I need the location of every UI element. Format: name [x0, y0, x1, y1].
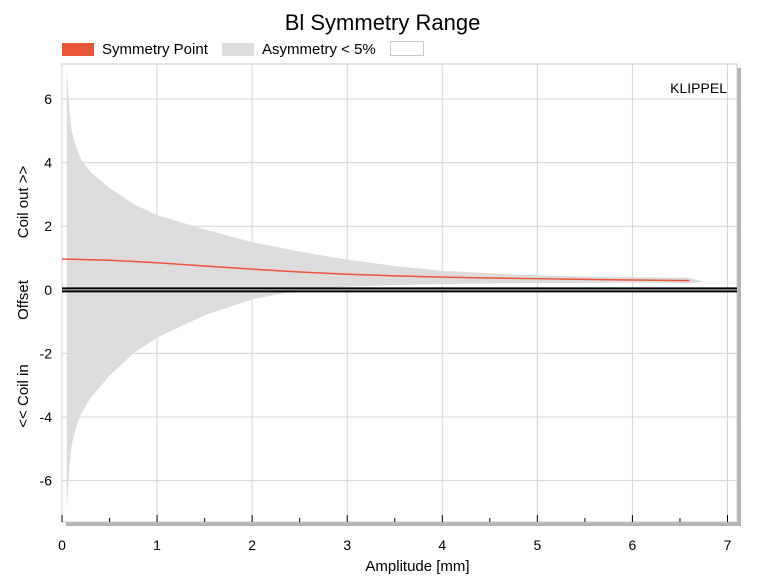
legend-item-asymmetry: Asymmetry < 5% — [222, 40, 376, 58]
x-tick-label: 5 — [533, 537, 541, 553]
x-tick-label: 7 — [724, 537, 732, 553]
x-tick-label: 0 — [58, 537, 66, 553]
chart-title: Bl Symmetry Range — [284, 10, 481, 35]
symmetry-point-line — [61, 258, 690, 282]
series-lines — [61, 258, 737, 293]
klippel-watermark: KLIPPEL — [670, 80, 727, 96]
x-tick-label: 4 — [438, 537, 446, 553]
legend-swatch-symmetry-point — [62, 42, 94, 56]
y-axis-label-coil-in: << Coil in — [15, 364, 32, 427]
legend-swatch-asymmetry — [222, 42, 254, 56]
x-tick-label: 6 — [629, 537, 637, 553]
y-tick-label: 2 — [44, 218, 52, 234]
y-axis-label-coil-out: Coil out >> — [15, 165, 32, 238]
x-tick-label: 3 — [343, 537, 351, 553]
y-tick-label: 0 — [44, 282, 52, 298]
axis-ticks: 0 1 2 3 4 5 6 7 -6 -4 -2 0 2 4 6 — [40, 91, 732, 553]
y-axis-label-offset: Offset — [15, 279, 32, 320]
legend-swatch-empty — [390, 41, 424, 56]
x-tick-label: 1 — [153, 537, 161, 553]
x-axis-label: Amplitude [mm] — [365, 558, 469, 575]
legend-label-symmetry-point: Symmetry Point — [102, 40, 208, 58]
legend-item-symmetry-point: Symmetry Point — [62, 40, 208, 58]
y-tick-label: 6 — [44, 91, 52, 107]
y-tick-label: -6 — [40, 473, 53, 489]
y-tick-label: -4 — [40, 409, 53, 425]
x-tick-label: 2 — [248, 537, 256, 553]
legend-label-asymmetry: Asymmetry < 5% — [262, 40, 376, 58]
y-tick-label: 4 — [44, 155, 52, 171]
y-tick-label: -2 — [40, 345, 53, 361]
